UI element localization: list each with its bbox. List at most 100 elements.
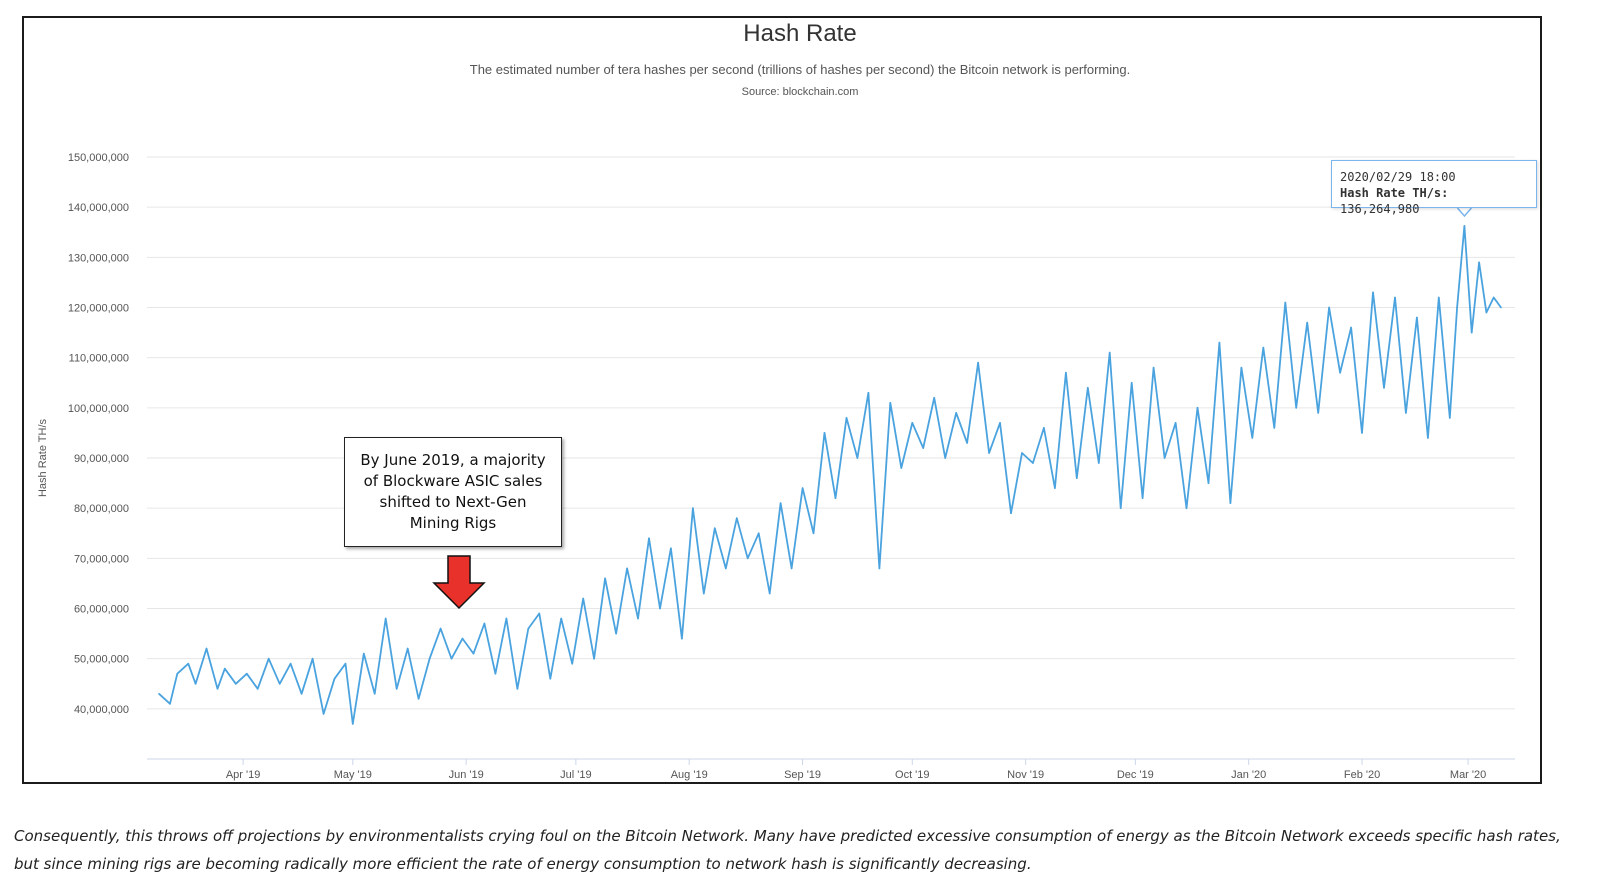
data-point [1328, 306, 1330, 309]
data-point [944, 457, 946, 459]
data-point [1065, 371, 1067, 374]
chart-tooltip: 2020/02/29 18:00 Hash Rate TH/s: 136,264… [1331, 160, 1537, 216]
tooltip-value: 136,264,980 [1340, 202, 1420, 216]
data-point [593, 657, 595, 660]
y-tick-label: 90,000,000 [74, 453, 129, 465]
data-point [1273, 427, 1276, 429]
x-tick-label: Nov '19 [1007, 769, 1044, 781]
data-point [505, 617, 508, 620]
data-point [1130, 382, 1133, 384]
data-point [169, 703, 171, 705]
data-point [1456, 306, 1458, 309]
data-point [1108, 351, 1111, 354]
data-point [681, 637, 683, 640]
data-point [300, 693, 303, 695]
y-tick-label: 80,000,000 [74, 503, 129, 515]
y-tick-label: 40,000,000 [74, 704, 129, 716]
data-point [1054, 487, 1056, 489]
data-point [1492, 296, 1495, 299]
data-point [1438, 296, 1440, 299]
x-tick-label: Oct '19 [895, 769, 930, 781]
data-point [1449, 417, 1451, 419]
data-point [1218, 341, 1221, 344]
data-point [1306, 321, 1308, 324]
data-point [406, 647, 409, 650]
data-point [1174, 422, 1177, 424]
tooltip-pointer [1456, 207, 1472, 218]
data-point [1427, 437, 1429, 439]
y-tick-label: 50,000,000 [74, 654, 129, 666]
data-point [344, 662, 347, 665]
x-tick-label: Feb '20 [1344, 769, 1380, 781]
data-point [736, 517, 738, 519]
y-axis-label: Hash Rate TH/s [37, 418, 49, 497]
data-point [1229, 502, 1232, 504]
data-point [483, 622, 486, 625]
data-point [659, 607, 661, 610]
data-point [1196, 407, 1199, 409]
data-point [384, 617, 387, 620]
data-point [966, 442, 968, 444]
y-tick-label: 110,000,000 [69, 353, 129, 365]
data-point [977, 361, 979, 364]
data-point [289, 662, 292, 665]
data-point [1032, 462, 1034, 464]
data-point [1485, 311, 1488, 314]
data-point [246, 672, 248, 675]
data-point [1098, 462, 1100, 464]
data-point [1141, 497, 1144, 499]
x-tick-label: Dec '19 [1117, 769, 1154, 781]
data-point [428, 657, 431, 660]
data-point [373, 693, 376, 695]
y-tick-label: 120,000,000 [68, 303, 129, 315]
data-point [187, 662, 190, 665]
data-point [395, 688, 398, 690]
data-point [1119, 507, 1122, 510]
data-point [648, 537, 650, 540]
data-point [703, 592, 705, 595]
x-tick-label: Jul '19 [560, 769, 591, 781]
x-tick-label: Aug '19 [671, 769, 708, 781]
data-point [363, 652, 365, 655]
data-point [311, 657, 314, 660]
chart-title: Hash Rate [743, 20, 857, 47]
data-point [1284, 301, 1287, 304]
data-point [205, 647, 208, 650]
data-point [472, 652, 475, 655]
tooltip-value-row: Hash Rate TH/s: 136,264,980 [1340, 185, 1528, 217]
data-point [779, 502, 782, 504]
data-point [1043, 427, 1045, 429]
data-point [1361, 432, 1363, 434]
data-point [194, 683, 197, 685]
data-point [158, 693, 160, 695]
data-point [670, 547, 672, 550]
y-tick-label: 60,000,000 [74, 604, 129, 616]
data-point [933, 397, 935, 399]
data-point [417, 698, 420, 700]
data-point [692, 507, 694, 510]
data-point [768, 592, 771, 595]
data-point [494, 672, 497, 675]
data-point [1405, 412, 1407, 414]
chart-subtitle: The estimated number of tera hashes per … [469, 62, 1131, 77]
tooltip-date: 2020/02/29 18:00 [1340, 170, 1456, 184]
data-point [549, 677, 552, 680]
data-point [333, 677, 336, 680]
data-point [538, 612, 541, 615]
x-tick-label: May '19 [334, 769, 372, 781]
data-point [1470, 331, 1473, 334]
data-point [1463, 225, 1466, 227]
data-point [1076, 477, 1078, 479]
data-point [1163, 457, 1166, 459]
x-tick-label: Jun '19 [449, 769, 484, 781]
data-point [823, 432, 826, 434]
data-point [955, 412, 957, 414]
chart-source: Source: blockchain.com [741, 86, 859, 98]
x-tick-label: Jan '20 [1231, 769, 1266, 781]
data-point [235, 683, 237, 685]
data-point [900, 467, 903, 469]
data-point [1416, 316, 1418, 319]
data-point [1152, 366, 1155, 369]
data-point [856, 457, 859, 459]
